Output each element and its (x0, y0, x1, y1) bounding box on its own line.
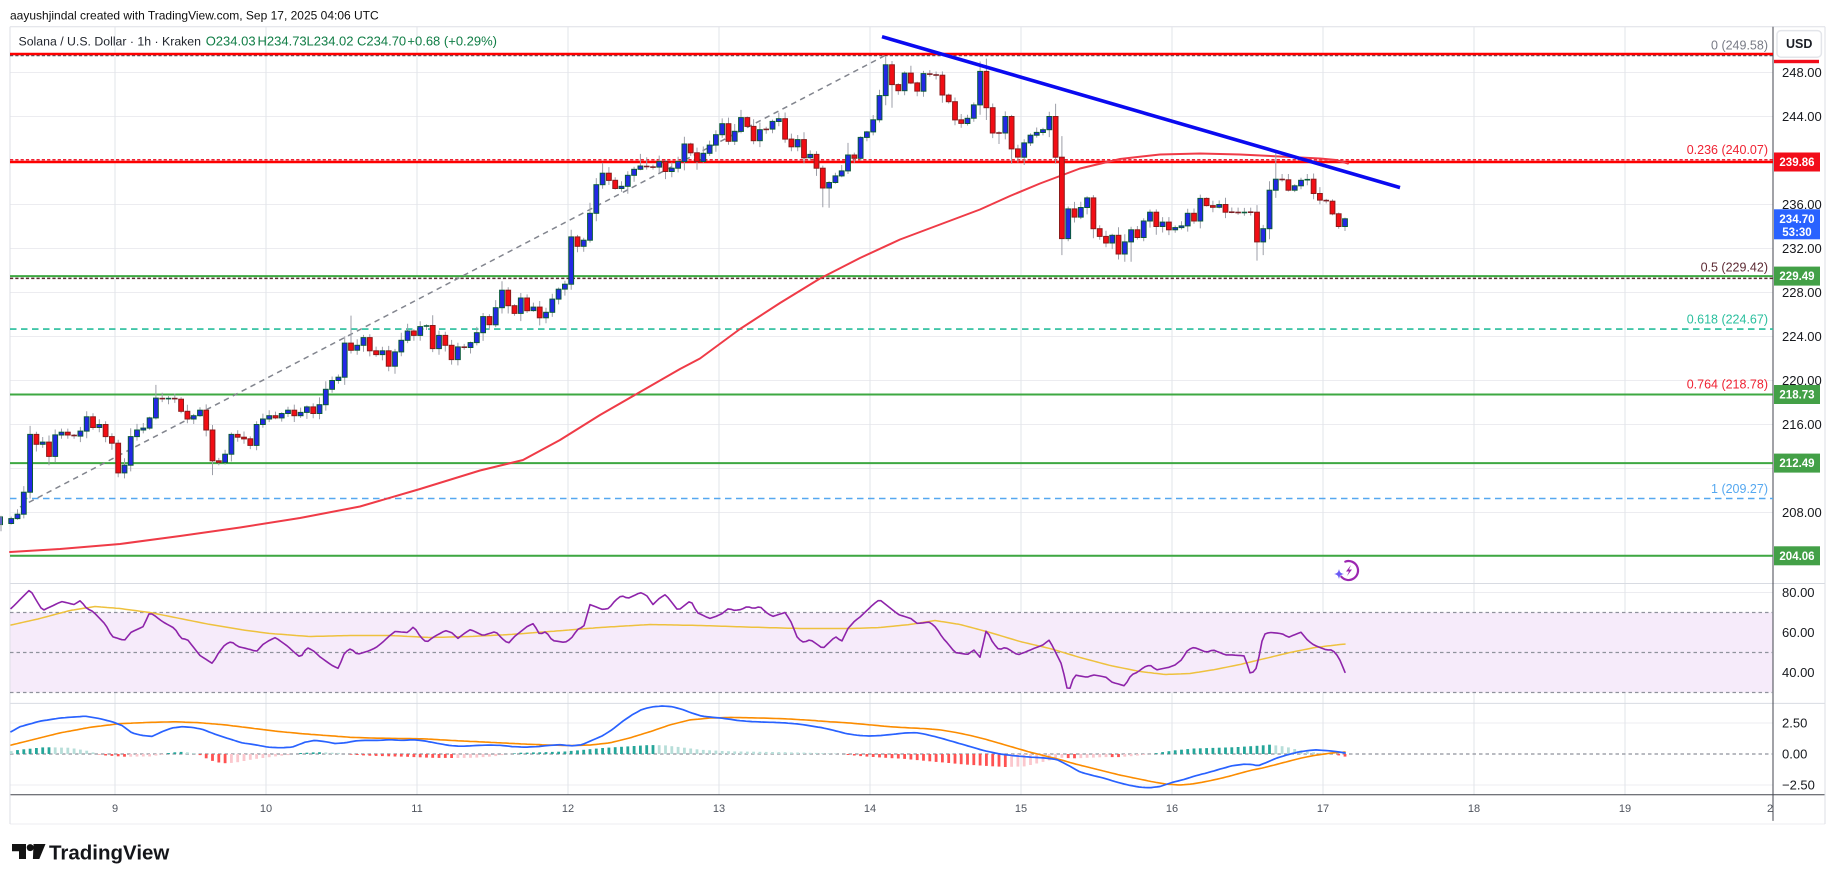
svg-text:15: 15 (1015, 803, 1027, 815)
svg-text:248.00: 248.00 (1782, 65, 1822, 80)
svg-text:14: 14 (864, 803, 876, 815)
svg-text:40.00: 40.00 (1782, 665, 1815, 680)
svg-text:60.00: 60.00 (1782, 625, 1815, 640)
svg-text:0.5 (229.42): 0.5 (229.42) (1701, 260, 1768, 274)
svg-text:212.49: 212.49 (1779, 458, 1814, 470)
svg-text:11: 11 (411, 803, 422, 815)
svg-text:10: 10 (260, 803, 272, 815)
svg-text:H234.73: H234.73 (258, 34, 307, 49)
svg-text:16: 16 (1166, 803, 1178, 815)
svg-text:9: 9 (112, 803, 118, 815)
svg-text:218.73: 218.73 (1779, 390, 1814, 402)
svg-text:0.764 (218.78): 0.764 (218.78) (1687, 377, 1768, 391)
svg-text:17: 17 (1317, 803, 1329, 815)
svg-text:C234.70: C234.70 (357, 34, 406, 49)
svg-text:232.00: 232.00 (1782, 241, 1822, 256)
svg-text:Solana / U.S. Dollar · 1h · Kr: Solana / U.S. Dollar · 1h · Kraken (19, 35, 202, 49)
svg-text:1 (209.27): 1 (209.27) (1711, 482, 1768, 496)
svg-text:224.00: 224.00 (1782, 329, 1822, 344)
svg-text:204.06: 204.06 (1779, 551, 1814, 563)
svg-text:L234.02: L234.02 (307, 34, 354, 49)
svg-text:0.618 (224.67): 0.618 (224.67) (1687, 313, 1768, 327)
svg-text:aayushjindal created with Trad: aayushjindal created with TradingView.co… (10, 9, 379, 23)
svg-text:18: 18 (1468, 803, 1480, 815)
svg-text:216.00: 216.00 (1782, 417, 1822, 432)
svg-text:239.86: 239.86 (1779, 157, 1814, 169)
svg-text:208.00: 208.00 (1782, 505, 1822, 520)
svg-text:0.00: 0.00 (1782, 747, 1807, 762)
svg-text:TradingView: TradingView (49, 842, 169, 865)
svg-text:12: 12 (562, 803, 574, 815)
svg-text:234.70: 234.70 (1779, 214, 1814, 226)
svg-text:228.00: 228.00 (1782, 285, 1822, 300)
svg-text:80.00: 80.00 (1782, 585, 1815, 600)
svg-text:O234.03: O234.03 (206, 34, 256, 49)
svg-text:+0.68 (+0.29%): +0.68 (+0.29%) (407, 34, 497, 49)
svg-text:0.236 (240.07): 0.236 (240.07) (1687, 143, 1768, 157)
svg-text:2: 2 (1767, 803, 1773, 815)
svg-text:2.50: 2.50 (1782, 716, 1807, 731)
svg-text:229.49: 229.49 (1779, 271, 1814, 283)
svg-text:19: 19 (1619, 803, 1631, 815)
svg-text:−2.50: −2.50 (1782, 778, 1815, 793)
svg-text:USD: USD (1786, 37, 1812, 51)
svg-text:0 (249.58): 0 (249.58) (1711, 39, 1768, 53)
svg-text:53:30: 53:30 (1782, 227, 1811, 239)
svg-text:13: 13 (713, 803, 725, 815)
svg-text:244.00: 244.00 (1782, 109, 1822, 124)
